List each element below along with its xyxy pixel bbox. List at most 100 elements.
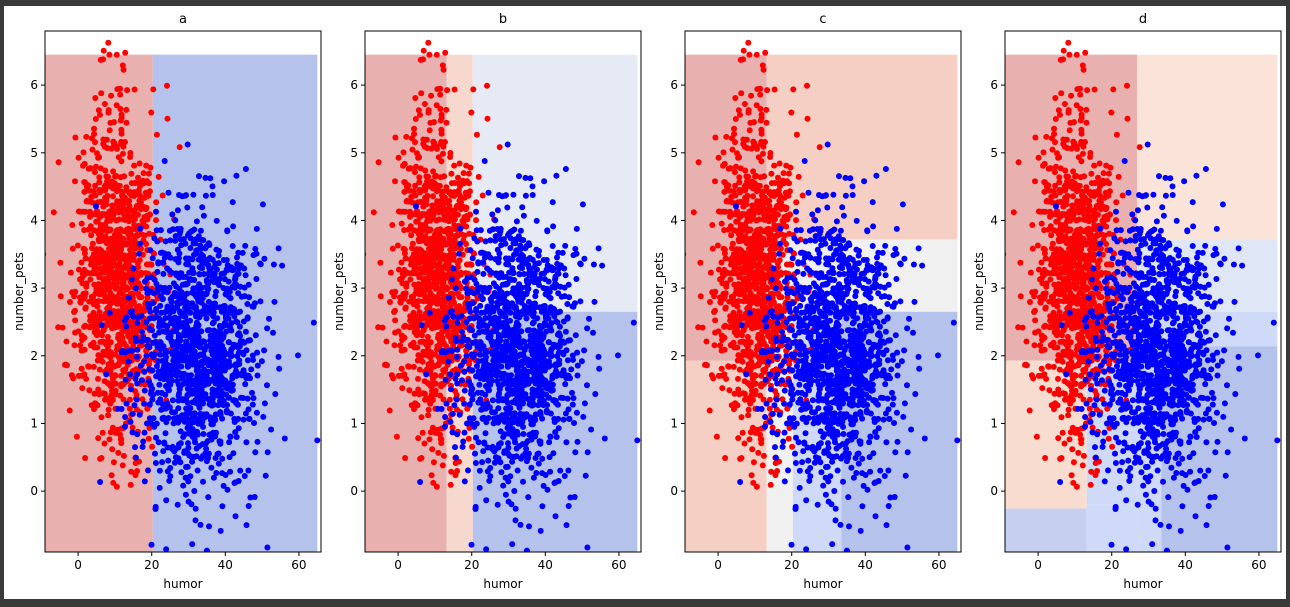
blue-point-966 [150, 415, 157, 422]
red-point-1063 [424, 279, 430, 286]
blue-point-666 [234, 270, 241, 277]
blue-point-1063 [573, 250, 580, 257]
blue-point-796 [272, 391, 279, 397]
blue-point-782 [596, 365, 603, 372]
blue-point-1277 [203, 411, 210, 418]
red-point-1061 [119, 462, 126, 469]
red-point-603 [417, 231, 424, 238]
blue-point-1134 [529, 386, 536, 393]
red-point-616 [412, 116, 419, 122]
blue-point-1100 [127, 418, 134, 425]
red-point-542 [89, 240, 96, 247]
red-point-551 [164, 115, 171, 122]
blue-point-63 [243, 522, 250, 529]
blue-point-1212 [530, 366, 537, 373]
red-point-967 [411, 315, 418, 322]
red-point-426 [146, 188, 153, 195]
blue-point-1147 [178, 270, 185, 277]
red-point-992 [113, 188, 120, 195]
blue-point-1250 [241, 293, 248, 300]
blue-point-1202 [183, 338, 190, 345]
red-point-1061 [439, 462, 446, 469]
red-point-1084 [435, 334, 441, 341]
red-point-278 [473, 199, 480, 206]
blue-point-920 [577, 261, 584, 268]
blue-point-673 [163, 354, 169, 361]
blue-point-1273 [221, 178, 228, 185]
blue-point-732 [196, 404, 203, 411]
blue-point-1148 [161, 254, 168, 261]
red-point-985 [135, 290, 142, 297]
blue-point-337 [522, 245, 529, 252]
red-point-955 [431, 250, 438, 257]
blue-point-481 [572, 449, 579, 456]
blue-point-1180 [531, 431, 538, 438]
y-tick-label: 5 [30, 146, 38, 160]
blue-point-1265 [242, 371, 249, 378]
blue-point-767 [501, 448, 508, 455]
blue-point-1165 [503, 261, 510, 268]
red-point-238 [468, 109, 475, 116]
red-point-1089 [446, 333, 453, 340]
red-point-1096 [437, 91, 444, 98]
blue-point-907 [162, 328, 169, 335]
red-point-522 [74, 242, 81, 249]
blue-point-363 [489, 397, 496, 404]
blue-point-850 [201, 391, 207, 397]
y-axis-label: number_pets [332, 252, 346, 331]
blue-point-1055 [243, 439, 250, 446]
blue-point-1110 [450, 313, 457, 320]
blue-point-443 [98, 322, 105, 329]
blue-point-1293 [194, 395, 201, 401]
red-point-1100 [106, 51, 113, 58]
blue-point-1041 [235, 344, 242, 351]
blue-point-1203 [515, 323, 521, 330]
blue-point-976 [536, 248, 542, 254]
red-point-956 [445, 207, 452, 214]
blue-point-948 [232, 513, 239, 520]
blue-point-1082 [507, 309, 514, 316]
red-point-18 [98, 414, 105, 421]
blue-point-122 [239, 249, 246, 256]
red-point-771 [134, 468, 141, 474]
red-point-192 [383, 338, 390, 345]
blue-point-1018 [466, 378, 472, 385]
y-tick-label: 2 [30, 349, 38, 363]
blue-point-1155 [479, 459, 486, 466]
red-point-745 [455, 174, 461, 181]
blue-point-522 [206, 523, 212, 530]
red-point-806 [397, 342, 404, 349]
red-point-170 [448, 180, 455, 187]
blue-point-1215 [171, 347, 178, 354]
red-point-61 [69, 245, 76, 252]
red-point-1068 [101, 269, 108, 276]
blue-point-670 [490, 226, 496, 233]
blue-point-578 [475, 439, 482, 446]
blue-point-1214 [194, 285, 201, 292]
blue-point-1117 [206, 327, 213, 334]
red-point-991 [104, 218, 111, 225]
red-point-283 [415, 435, 422, 442]
red-point-828 [442, 262, 449, 269]
blue-point-854 [511, 436, 518, 443]
red-point-313 [419, 332, 425, 339]
blue-point-1267 [139, 443, 146, 450]
red-point-1066 [417, 356, 424, 363]
red-point-454 [448, 170, 455, 177]
red-point-538 [417, 111, 423, 118]
red-point-675 [429, 424, 436, 431]
blue-point-1175 [474, 268, 481, 275]
red-point-599 [81, 188, 88, 195]
blue-point-1105 [202, 174, 209, 181]
red-point-947 [128, 240, 134, 246]
blue-point-1256 [227, 304, 234, 311]
blue-point-979 [543, 257, 550, 263]
blue-point-405 [584, 382, 590, 389]
red-point-927 [86, 387, 93, 394]
blue-point-1285 [477, 249, 484, 256]
blue-point-884 [479, 357, 486, 364]
red-point-551 [484, 115, 491, 122]
y-tick-label: 2 [350, 349, 358, 363]
red-point-602 [437, 436, 444, 443]
red-point-1039 [124, 212, 131, 219]
